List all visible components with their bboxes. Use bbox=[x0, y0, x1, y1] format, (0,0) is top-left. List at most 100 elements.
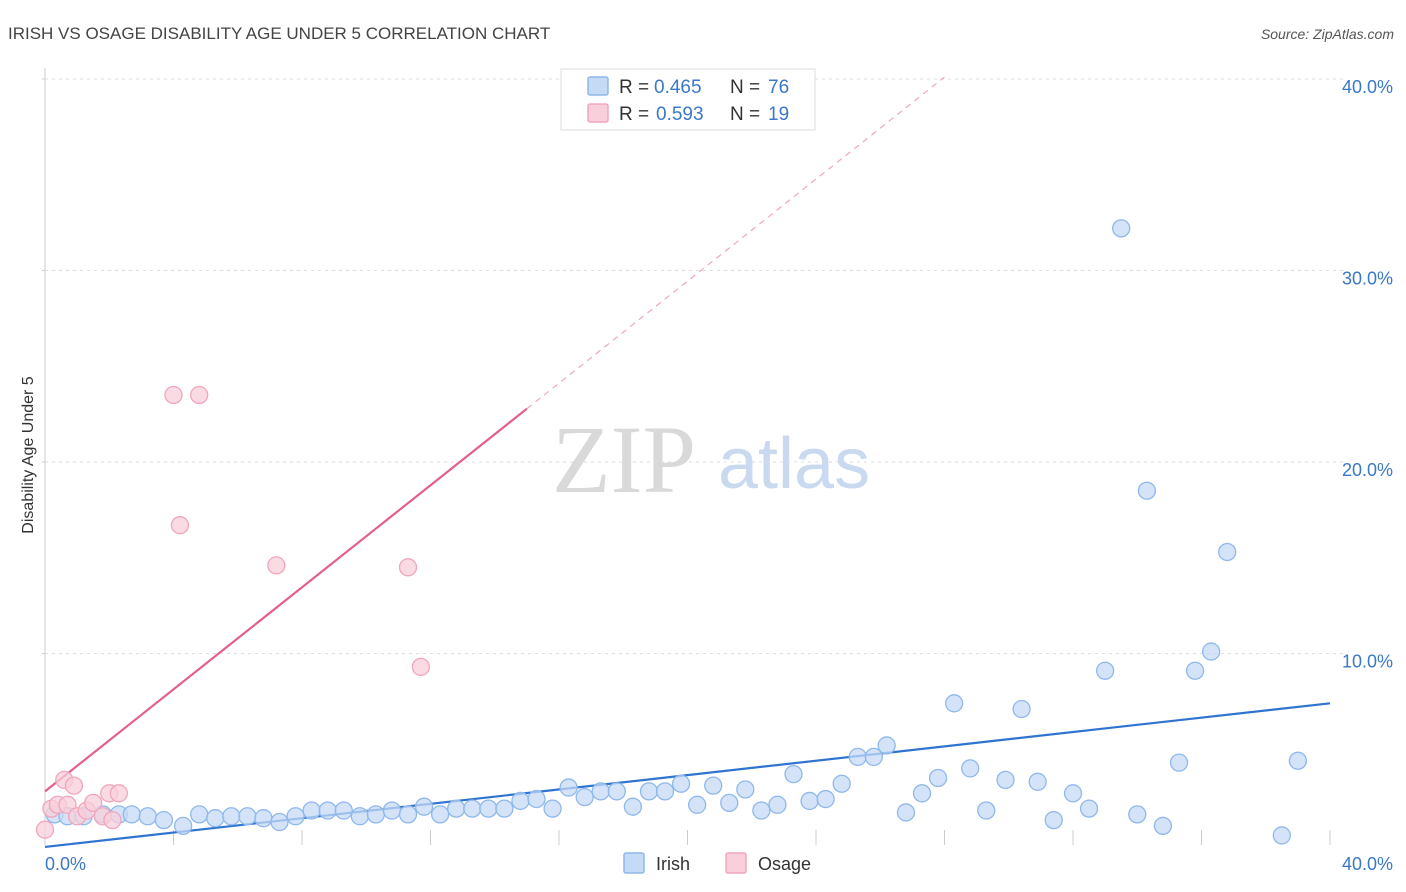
y-tick-label-10: 10.0% bbox=[1342, 652, 1393, 672]
irish-point-40 bbox=[687, 795, 707, 814]
irish-point-39 bbox=[671, 774, 691, 793]
irish-point-75 bbox=[1288, 751, 1308, 770]
irish-point-16 bbox=[302, 801, 321, 820]
irish-point-12 bbox=[238, 807, 257, 826]
irish-point-15 bbox=[286, 807, 305, 826]
legend-swatch-osage bbox=[587, 103, 609, 123]
irish-point-11 bbox=[222, 807, 241, 826]
irish-point-47 bbox=[800, 791, 819, 811]
y-axis-label: Disability Age Under 5 bbox=[20, 376, 37, 534]
irish-point-44 bbox=[752, 801, 771, 820]
irish-point-60 bbox=[1012, 699, 1031, 719]
legend-irish-n-label: N = bbox=[730, 77, 760, 98]
irish-point-69 bbox=[1153, 816, 1173, 835]
irish-point-34 bbox=[591, 782, 610, 801]
irish-point-68 bbox=[1137, 481, 1157, 500]
x-tick-label-max: 40.0% bbox=[1342, 854, 1393, 874]
chart-source: Source: ZipAtlas.com bbox=[1261, 26, 1394, 42]
irish-point-71 bbox=[1185, 661, 1205, 680]
irish-point-24 bbox=[430, 805, 450, 824]
osage-point-17 bbox=[398, 558, 418, 577]
irish-point-36 bbox=[623, 797, 643, 816]
irish-point-25 bbox=[447, 799, 466, 818]
y-tick-label-40: 40.0% bbox=[1342, 77, 1393, 97]
irish-point-63 bbox=[1063, 784, 1083, 803]
irish-point-8 bbox=[173, 816, 193, 835]
irish-point-48 bbox=[816, 789, 835, 809]
irish-point-7 bbox=[154, 810, 174, 830]
grid bbox=[44, 68, 1345, 845]
bottom-legend-osage-label: Osage bbox=[758, 854, 811, 874]
legend-irish-n-value: 76 bbox=[768, 77, 789, 98]
irish-point-64 bbox=[1079, 799, 1099, 818]
irish-point-45 bbox=[768, 795, 787, 814]
x-tick-label-min: 0.0% bbox=[45, 854, 86, 874]
irish-point-26 bbox=[463, 799, 482, 818]
irish-point-74 bbox=[1272, 826, 1291, 845]
irish-point-27 bbox=[479, 799, 498, 818]
osage-point-13 bbox=[164, 385, 183, 405]
irish-point-54 bbox=[912, 784, 932, 803]
osage-point-12 bbox=[109, 784, 129, 803]
y-tick-label-30: 30.0% bbox=[1342, 269, 1393, 289]
irish-points bbox=[45, 219, 1308, 845]
y-tick-label-20: 20.0% bbox=[1342, 460, 1393, 480]
osage-point-8 bbox=[84, 793, 103, 813]
irish-point-42 bbox=[720, 793, 739, 813]
irish-point-52 bbox=[877, 736, 896, 755]
irish-point-38 bbox=[655, 782, 675, 801]
irish-point-32 bbox=[559, 778, 578, 797]
irish-point-14 bbox=[270, 812, 289, 832]
legend-osage-r-value: 0.593 bbox=[656, 104, 704, 125]
bottom-legend-irish-label: Irish bbox=[656, 854, 690, 874]
irish-point-55 bbox=[928, 768, 948, 788]
osage-point-14 bbox=[170, 516, 190, 535]
bottom-legend-swatch-irish bbox=[623, 852, 645, 874]
osage-trend-extension bbox=[526, 76, 945, 410]
legend-irish-r-label: R = bbox=[619, 77, 649, 98]
irish-point-49 bbox=[832, 774, 851, 793]
irish-point-37 bbox=[639, 782, 659, 801]
irish-point-50 bbox=[848, 747, 867, 767]
irish-point-65 bbox=[1095, 661, 1115, 680]
irish-point-30 bbox=[527, 789, 546, 809]
irish-point-61 bbox=[1028, 772, 1047, 791]
irish-point-41 bbox=[704, 776, 723, 795]
bottom-legend-swatch-osage bbox=[725, 852, 747, 874]
irish-point-23 bbox=[414, 797, 434, 816]
irish-point-29 bbox=[511, 791, 530, 811]
irish-point-57 bbox=[961, 759, 980, 778]
osage-point-16 bbox=[267, 556, 286, 575]
irish-point-51 bbox=[864, 747, 883, 767]
irish-point-67 bbox=[1128, 805, 1147, 824]
watermark-zip: ZIP bbox=[552, 406, 696, 513]
irish-point-62 bbox=[1044, 810, 1063, 830]
irish-trend-line bbox=[44, 702, 1331, 849]
legend-osage-n-label: N = bbox=[730, 104, 760, 125]
legend-osage-n-value: 19 bbox=[768, 104, 789, 125]
watermark-atlas: atlas bbox=[718, 424, 870, 504]
legend-swatch-irish bbox=[587, 76, 609, 96]
irish-point-17 bbox=[318, 801, 337, 820]
bottom-legend: Irish Osage bbox=[623, 852, 811, 874]
irish-point-22 bbox=[398, 805, 418, 824]
irish-point-28 bbox=[495, 799, 514, 818]
irish-point-56 bbox=[944, 694, 964, 713]
irish-point-18 bbox=[334, 801, 353, 820]
irish-point-5 bbox=[122, 805, 141, 824]
irish-point-13 bbox=[254, 809, 273, 828]
irish-point-10 bbox=[206, 809, 225, 828]
irish-point-20 bbox=[366, 805, 386, 824]
irish-point-31 bbox=[543, 799, 562, 818]
osage-point-5 bbox=[64, 776, 84, 795]
irish-point-33 bbox=[575, 787, 594, 807]
irish-point-73 bbox=[1218, 542, 1237, 562]
legend-osage-r-label: R = bbox=[619, 104, 649, 125]
irish-point-35 bbox=[607, 782, 626, 801]
osage-point-11 bbox=[103, 810, 122, 830]
irish-point-46 bbox=[784, 764, 803, 784]
osage-points bbox=[35, 385, 431, 839]
irish-point-19 bbox=[350, 807, 369, 826]
irish-point-43 bbox=[736, 780, 755, 799]
